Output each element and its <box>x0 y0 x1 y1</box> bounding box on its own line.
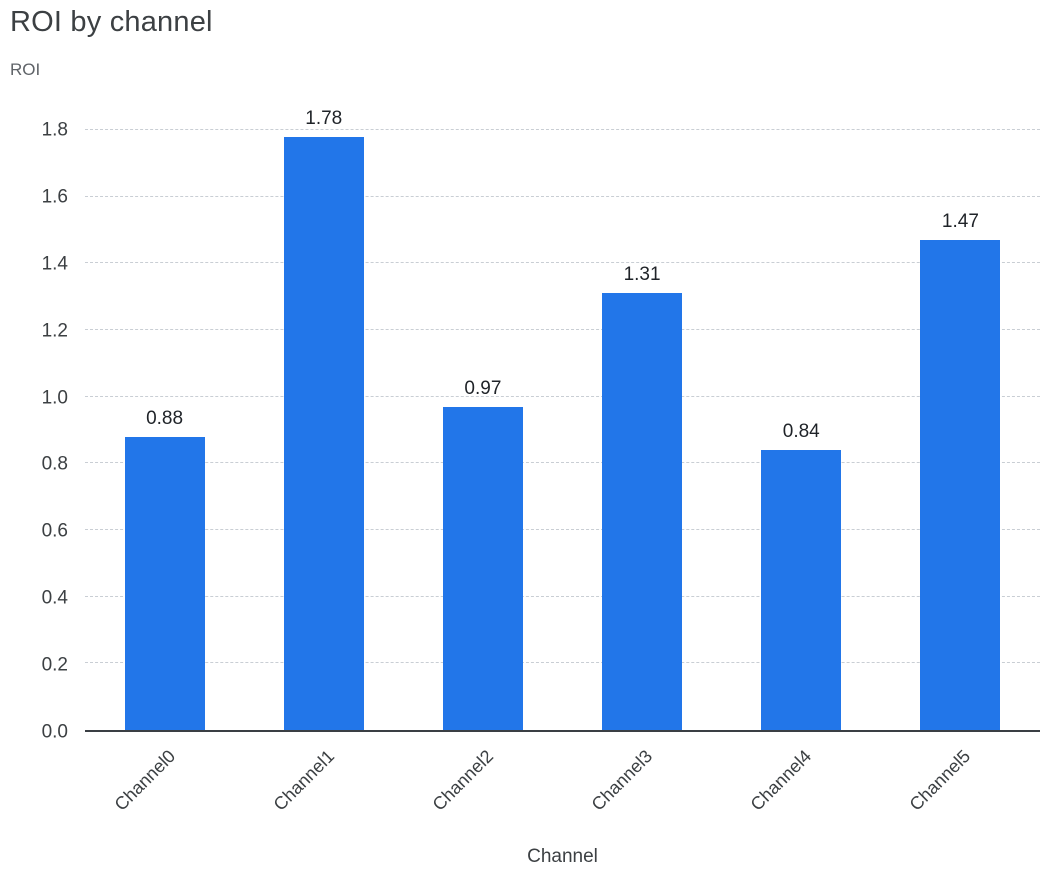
gridline <box>85 662 1040 664</box>
plot-area: 0.88 1.78 0.97 1.31 0.84 1.47 <box>85 109 1040 732</box>
gridline <box>85 195 1040 197</box>
x-tick-label: Channel1 <box>269 746 338 815</box>
gridline <box>85 329 1040 330</box>
bar-channel0 <box>124 436 205 730</box>
bar-channel2 <box>442 406 523 730</box>
bar-channel4 <box>761 450 842 730</box>
bar-channel5 <box>920 240 1001 730</box>
y-tick-label: 0.2 <box>41 654 68 676</box>
y-tick-label: 0.6 <box>41 520 68 542</box>
y-tick-label: 0.4 <box>41 587 68 609</box>
y-tick-label: 1.0 <box>41 387 68 409</box>
x-axis-ticks: Channel0 Channel1 Channel2 Channel3 Channel4… <box>85 740 1040 830</box>
x-tick-label: Channel2 <box>428 746 498 815</box>
y-tick-label: 1.4 <box>41 253 68 275</box>
chart-title: ROI by channel <box>10 6 213 38</box>
bar-value-label: 1.47 <box>941 211 979 232</box>
x-tick-label: Channel5 <box>905 746 975 815</box>
gridline <box>85 462 1040 464</box>
y-tick-label: 1.6 <box>41 186 68 208</box>
x-tick-label: Channel3 <box>587 746 657 815</box>
bar-value-label: 0.84 <box>782 421 820 442</box>
bar-value-label: 0.97 <box>464 377 502 399</box>
x-tick-label: Channel4 <box>746 746 816 815</box>
bar-value-label: 1.31 <box>623 264 661 286</box>
bar-channel1 <box>283 136 364 730</box>
y-tick-label: 1.8 <box>41 119 68 141</box>
x-axis-title: Channel <box>527 846 598 867</box>
bar-value-label: 1.78 <box>305 107 343 129</box>
y-tick-label: 0.8 <box>41 453 68 475</box>
gridline <box>85 262 1040 264</box>
y-tick-label: 0.0 <box>41 721 68 743</box>
bar-channel3 <box>602 293 683 730</box>
gridline <box>85 529 1040 530</box>
y-tick-label: 1.2 <box>41 320 68 342</box>
x-tick-label: Channel0 <box>110 746 179 815</box>
gridline <box>85 129 1040 130</box>
y-axis-ticks: 0.0 0.2 0.4 0.6 0.8 1.0 1.2 1.4 1.6 1.8 <box>0 121 72 742</box>
gridline <box>85 595 1040 597</box>
y-axis-name: ROI <box>10 60 41 79</box>
bar-value-label: 0.88 <box>146 407 184 429</box>
gridline <box>85 395 1040 397</box>
